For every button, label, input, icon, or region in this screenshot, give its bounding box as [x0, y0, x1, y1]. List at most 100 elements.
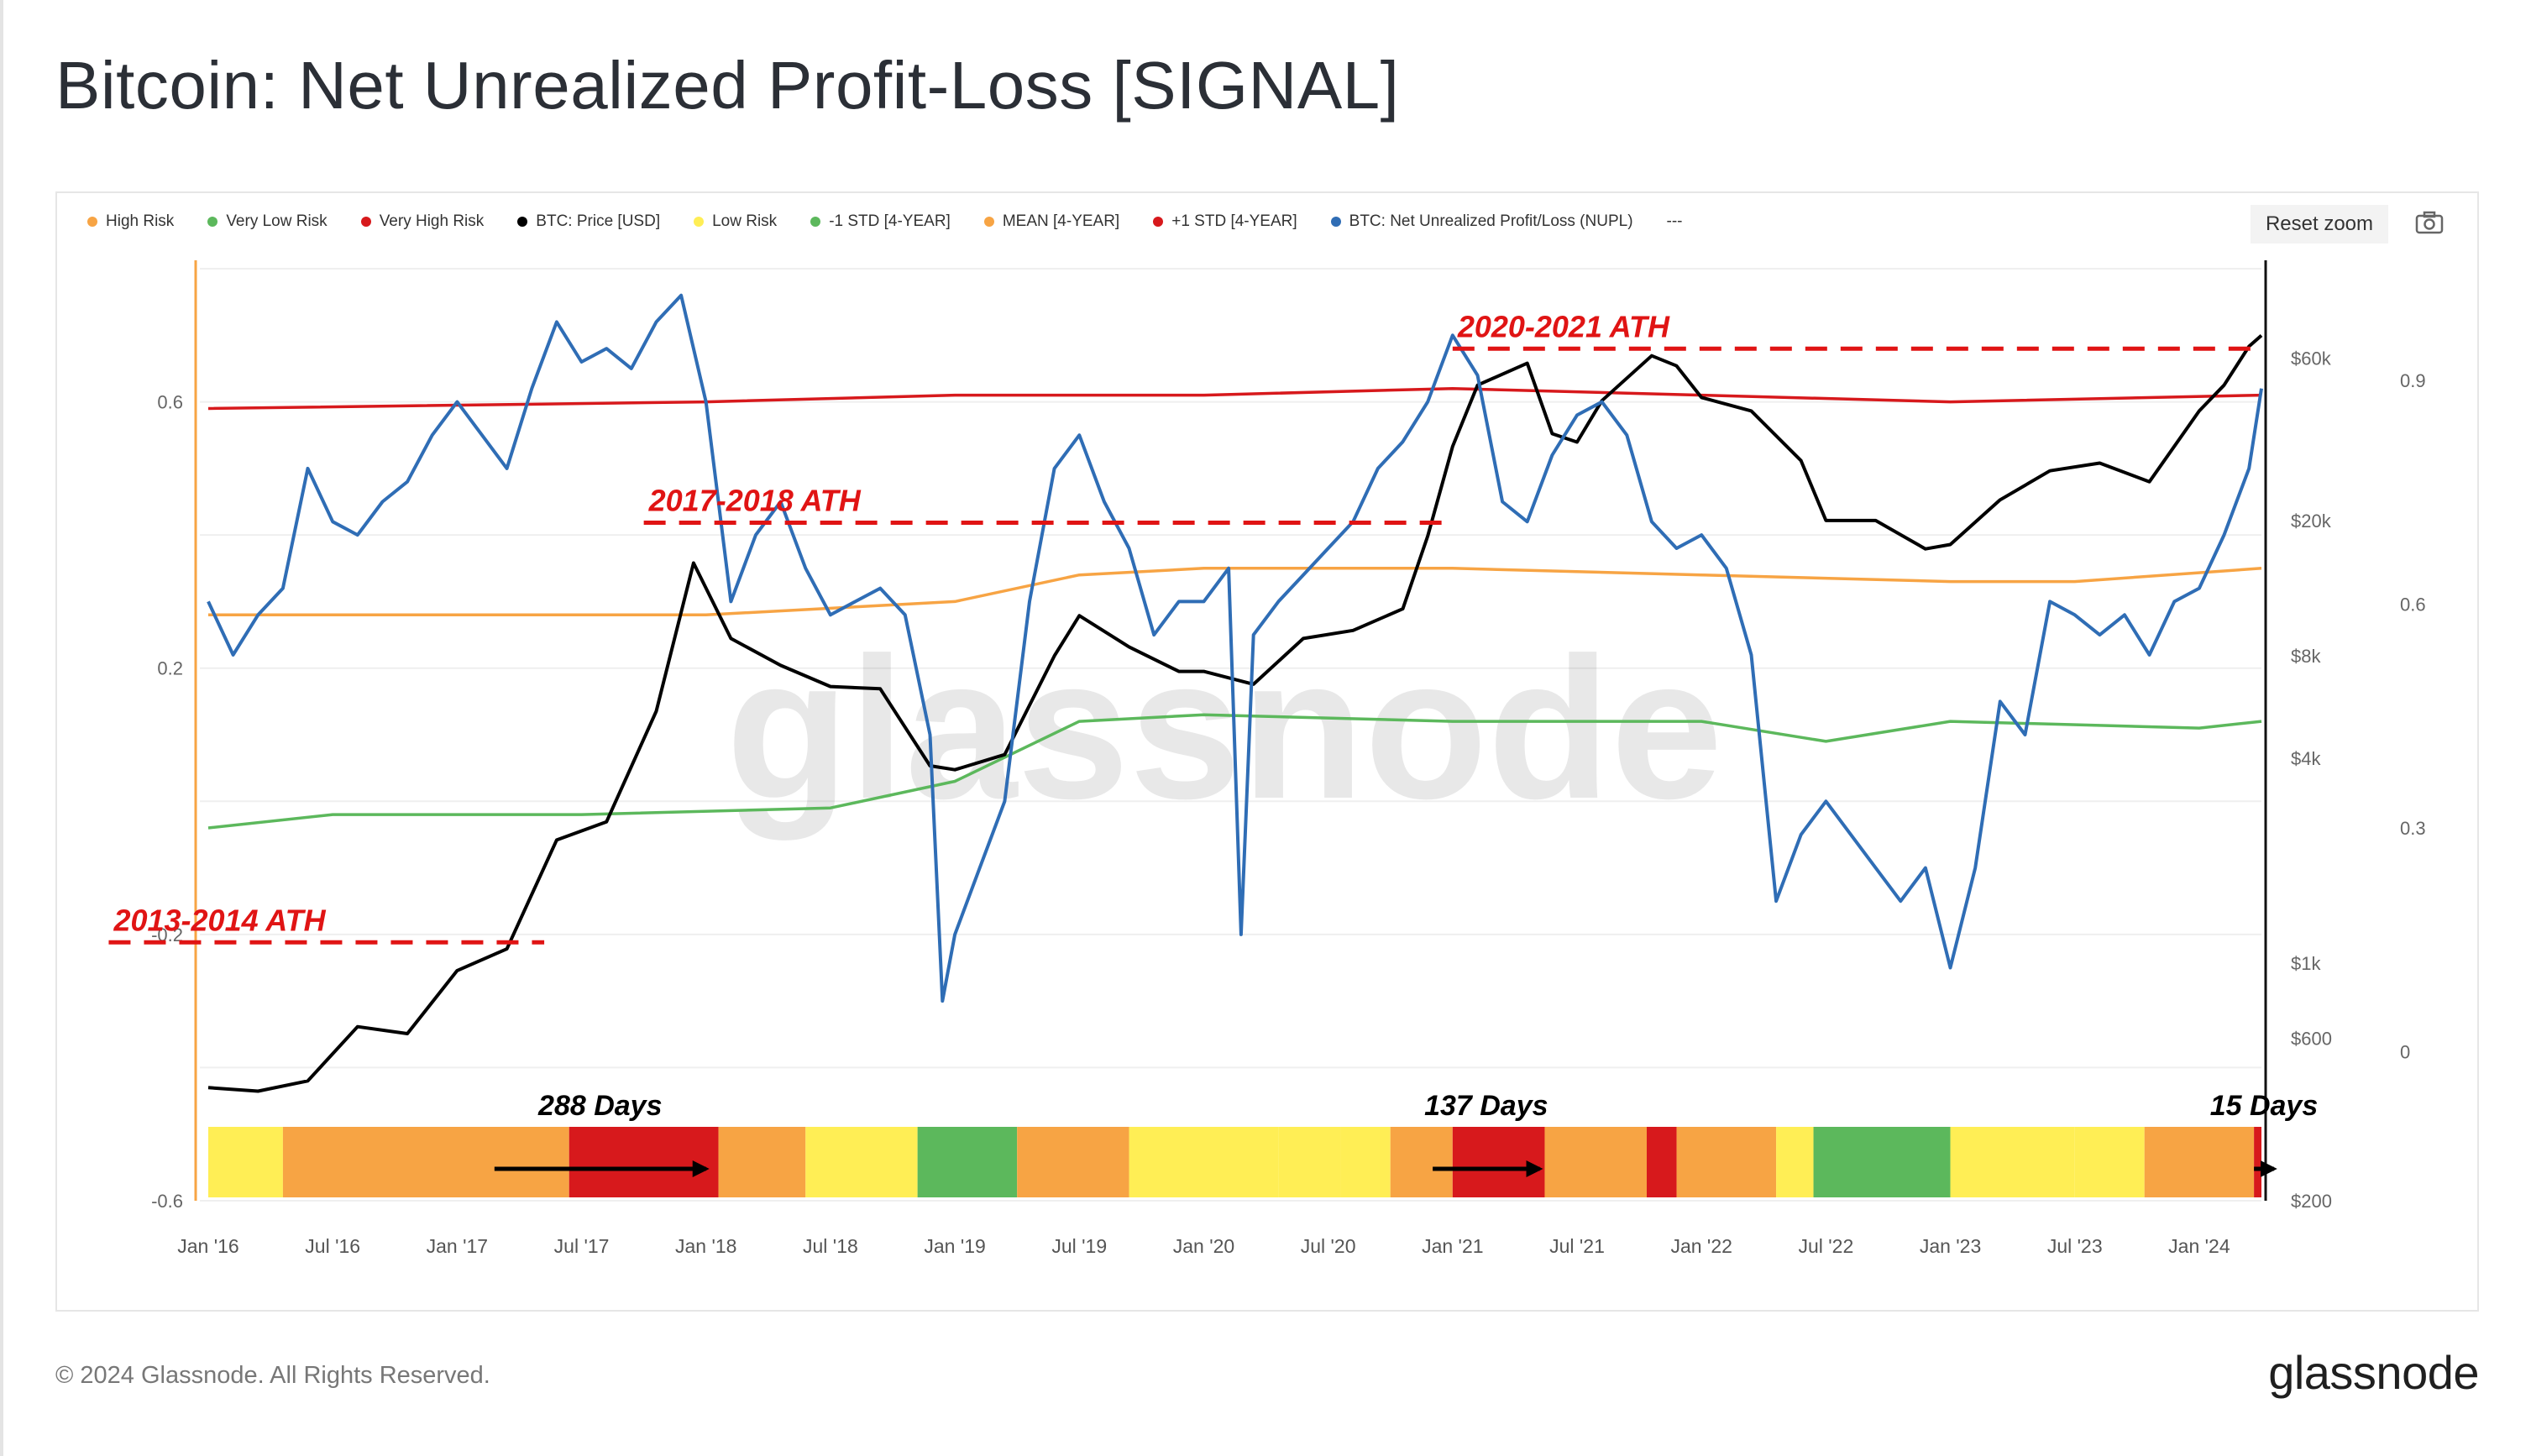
risk-band-segment	[1544, 1127, 1647, 1197]
page-left-rule	[0, 0, 3, 1456]
risk-band-segment	[1129, 1127, 1279, 1197]
legend-label: -1 STD [4-YEAR]	[829, 212, 951, 230]
chart-panel: glassnode 0.6 0.2 -0.2 -0.6 $60k $20k $8k $4k $1k…	[55, 191, 2479, 1312]
left-axis-tick: 0.2	[157, 658, 183, 679]
legend-label: High Risk	[106, 212, 175, 230]
page-title: Bitcoin: Net Unrealized Profit-Loss [SIG…	[55, 48, 1400, 123]
legend-item[interactable]: BTC: Net Unrealized Profit/Loss (NUPL)	[1330, 212, 1633, 231]
legend-label: MEAN [4-YEAR]	[1002, 212, 1120, 230]
risk-band-segment	[1017, 1127, 1129, 1197]
risk-band-segment	[1813, 1127, 1951, 1197]
mean-line	[208, 567, 2262, 617]
left-axis-tick: -0.6	[151, 1191, 183, 1212]
risk-band-segment	[805, 1127, 918, 1197]
right-axis-tick: 0.6	[2400, 594, 2426, 615]
x-axis-tick: Jul '19	[1051, 1235, 1107, 1257]
legend-dot-icon	[810, 217, 821, 227]
legend-item[interactable]: High Risk	[87, 212, 174, 231]
risk-band-segment	[1278, 1127, 1341, 1197]
right-axis-tick: 0	[2400, 1041, 2410, 1062]
x-axis-tick: Jul '23	[2047, 1235, 2103, 1257]
legend-item[interactable]: -1 STD [4-YEAR]	[810, 212, 951, 231]
risk-band-segment	[718, 1127, 806, 1197]
legend-label: +1 STD [4-YEAR]	[1171, 212, 1297, 230]
duration-label: 288 Days	[537, 1090, 662, 1122]
legend-dot-icon	[983, 217, 994, 227]
risk-band-segment	[1340, 1127, 1391, 1197]
legend-dot-icon	[1153, 217, 1164, 227]
x-axis-tick: Jan '18	[675, 1235, 736, 1257]
legend-item[interactable]: MEAN [4-YEAR]	[983, 212, 1120, 231]
watermark: glassnode	[726, 615, 1723, 841]
legend-label: Very High Risk	[379, 212, 485, 230]
legend-label: Very Low Risk	[226, 212, 328, 230]
legend-item[interactable]: Very High Risk	[360, 212, 485, 231]
legend-dot-icon	[360, 217, 371, 227]
camera-icon[interactable]	[2415, 210, 2444, 235]
risk-band-segment	[2144, 1127, 2255, 1197]
duration-label: 15 Days	[2210, 1090, 2319, 1122]
legend-dot-icon	[694, 217, 705, 227]
risk-band-segment	[282, 1127, 569, 1197]
price-axis-tick: $8k	[2291, 646, 2321, 667]
legend-label: BTC: Price [USD]	[536, 212, 661, 230]
risk-band-segment	[208, 1127, 283, 1197]
legend-dot-icon	[517, 217, 528, 227]
minus-1-std-line	[207, 713, 2262, 830]
copyright-text: © 2024 Glassnode. All Rights Reserved.	[55, 1362, 490, 1389]
ath-label: 2020-2021 ATH	[1457, 309, 1670, 343]
legend-dot-icon	[1330, 217, 1341, 227]
price-axis-tick: $60k	[2291, 348, 2332, 369]
legend-more[interactable]: ---	[1666, 212, 1683, 230]
risk-band-segment	[917, 1127, 1018, 1197]
brand-logo: glassnode	[2268, 1346, 2479, 1399]
right-axis-tick: 0.9	[2400, 370, 2426, 391]
x-axis-tick: Jan '22	[1670, 1235, 1732, 1257]
x-axis-tick: Jul '17	[554, 1235, 610, 1257]
price-axis-tick: $4k	[2291, 748, 2321, 769]
risk-band-segment	[1776, 1127, 1814, 1197]
plus-1-std-line	[207, 386, 2262, 411]
reset-zoom-button[interactable]: Reset zoom	[2251, 205, 2388, 244]
nupl-chart: glassnode0.60.2-0.2-0.6$60k$20k$8k$4k$1k…	[108, 260, 2426, 1257]
left-axis-tick: 0.6	[157, 392, 183, 413]
risk-band-segment	[1950, 1127, 2075, 1197]
x-axis-tick: Jul '16	[305, 1235, 360, 1257]
x-axis-tick: Jan '17	[427, 1235, 488, 1257]
price-axis-tick: $20k	[2291, 511, 2332, 532]
x-axis-tick: Jan '24	[2168, 1235, 2230, 1257]
legend-item[interactable]: BTC: Price [USD]	[517, 212, 660, 231]
duration-label: 137 Days	[1424, 1090, 1548, 1122]
legend-dot-icon	[87, 217, 97, 227]
risk-band-segment	[569, 1127, 719, 1197]
nupl-line	[207, 293, 2263, 1003]
x-axis-tick: Jan '23	[1920, 1235, 1981, 1257]
x-axis-tick: Jul '21	[1549, 1235, 1605, 1257]
price-axis-tick: $600	[2291, 1029, 2332, 1050]
ath-label: 2013-2014 ATH	[113, 903, 326, 937]
risk-band-segment	[1676, 1127, 1777, 1197]
ath-label: 2017-2018 ATH	[648, 484, 862, 518]
right-axis-tick: 0.3	[2400, 818, 2426, 839]
legend-item[interactable]: Very Low Risk	[207, 212, 328, 231]
x-axis-tick: Jul '20	[1301, 1235, 1356, 1257]
price-axis-tick: $1k	[2291, 953, 2321, 974]
legend-item[interactable]: +1 STD [4-YEAR]	[1153, 212, 1297, 231]
x-axis-tick: Jul '22	[1798, 1235, 1853, 1257]
risk-band-segment	[2254, 1127, 2261, 1197]
risk-band-segment	[1390, 1127, 1453, 1197]
risk-band-segment	[2074, 1127, 2145, 1197]
risk-band-segment	[1452, 1127, 1545, 1197]
x-axis-tick: Jul '18	[803, 1235, 858, 1257]
x-axis-tick: Jan '19	[924, 1235, 985, 1257]
risk-band-segment	[1646, 1127, 1677, 1197]
x-axis-tick: Jan '16	[177, 1235, 238, 1257]
legend-dot-icon	[207, 217, 218, 227]
chart-legend: High Risk Very Low Risk Very High Risk BTC:…	[87, 205, 1683, 238]
legend-label: BTC: Net Unrealized Profit/Loss (NUPL)	[1349, 212, 1633, 230]
x-axis-tick: Jan '21	[1422, 1235, 1483, 1257]
btc-price-line	[207, 333, 2263, 1093]
legend-item[interactable]: Low Risk	[694, 212, 777, 231]
price-axis-tick: $200	[2291, 1191, 2332, 1212]
legend-label: Low Risk	[712, 212, 778, 230]
